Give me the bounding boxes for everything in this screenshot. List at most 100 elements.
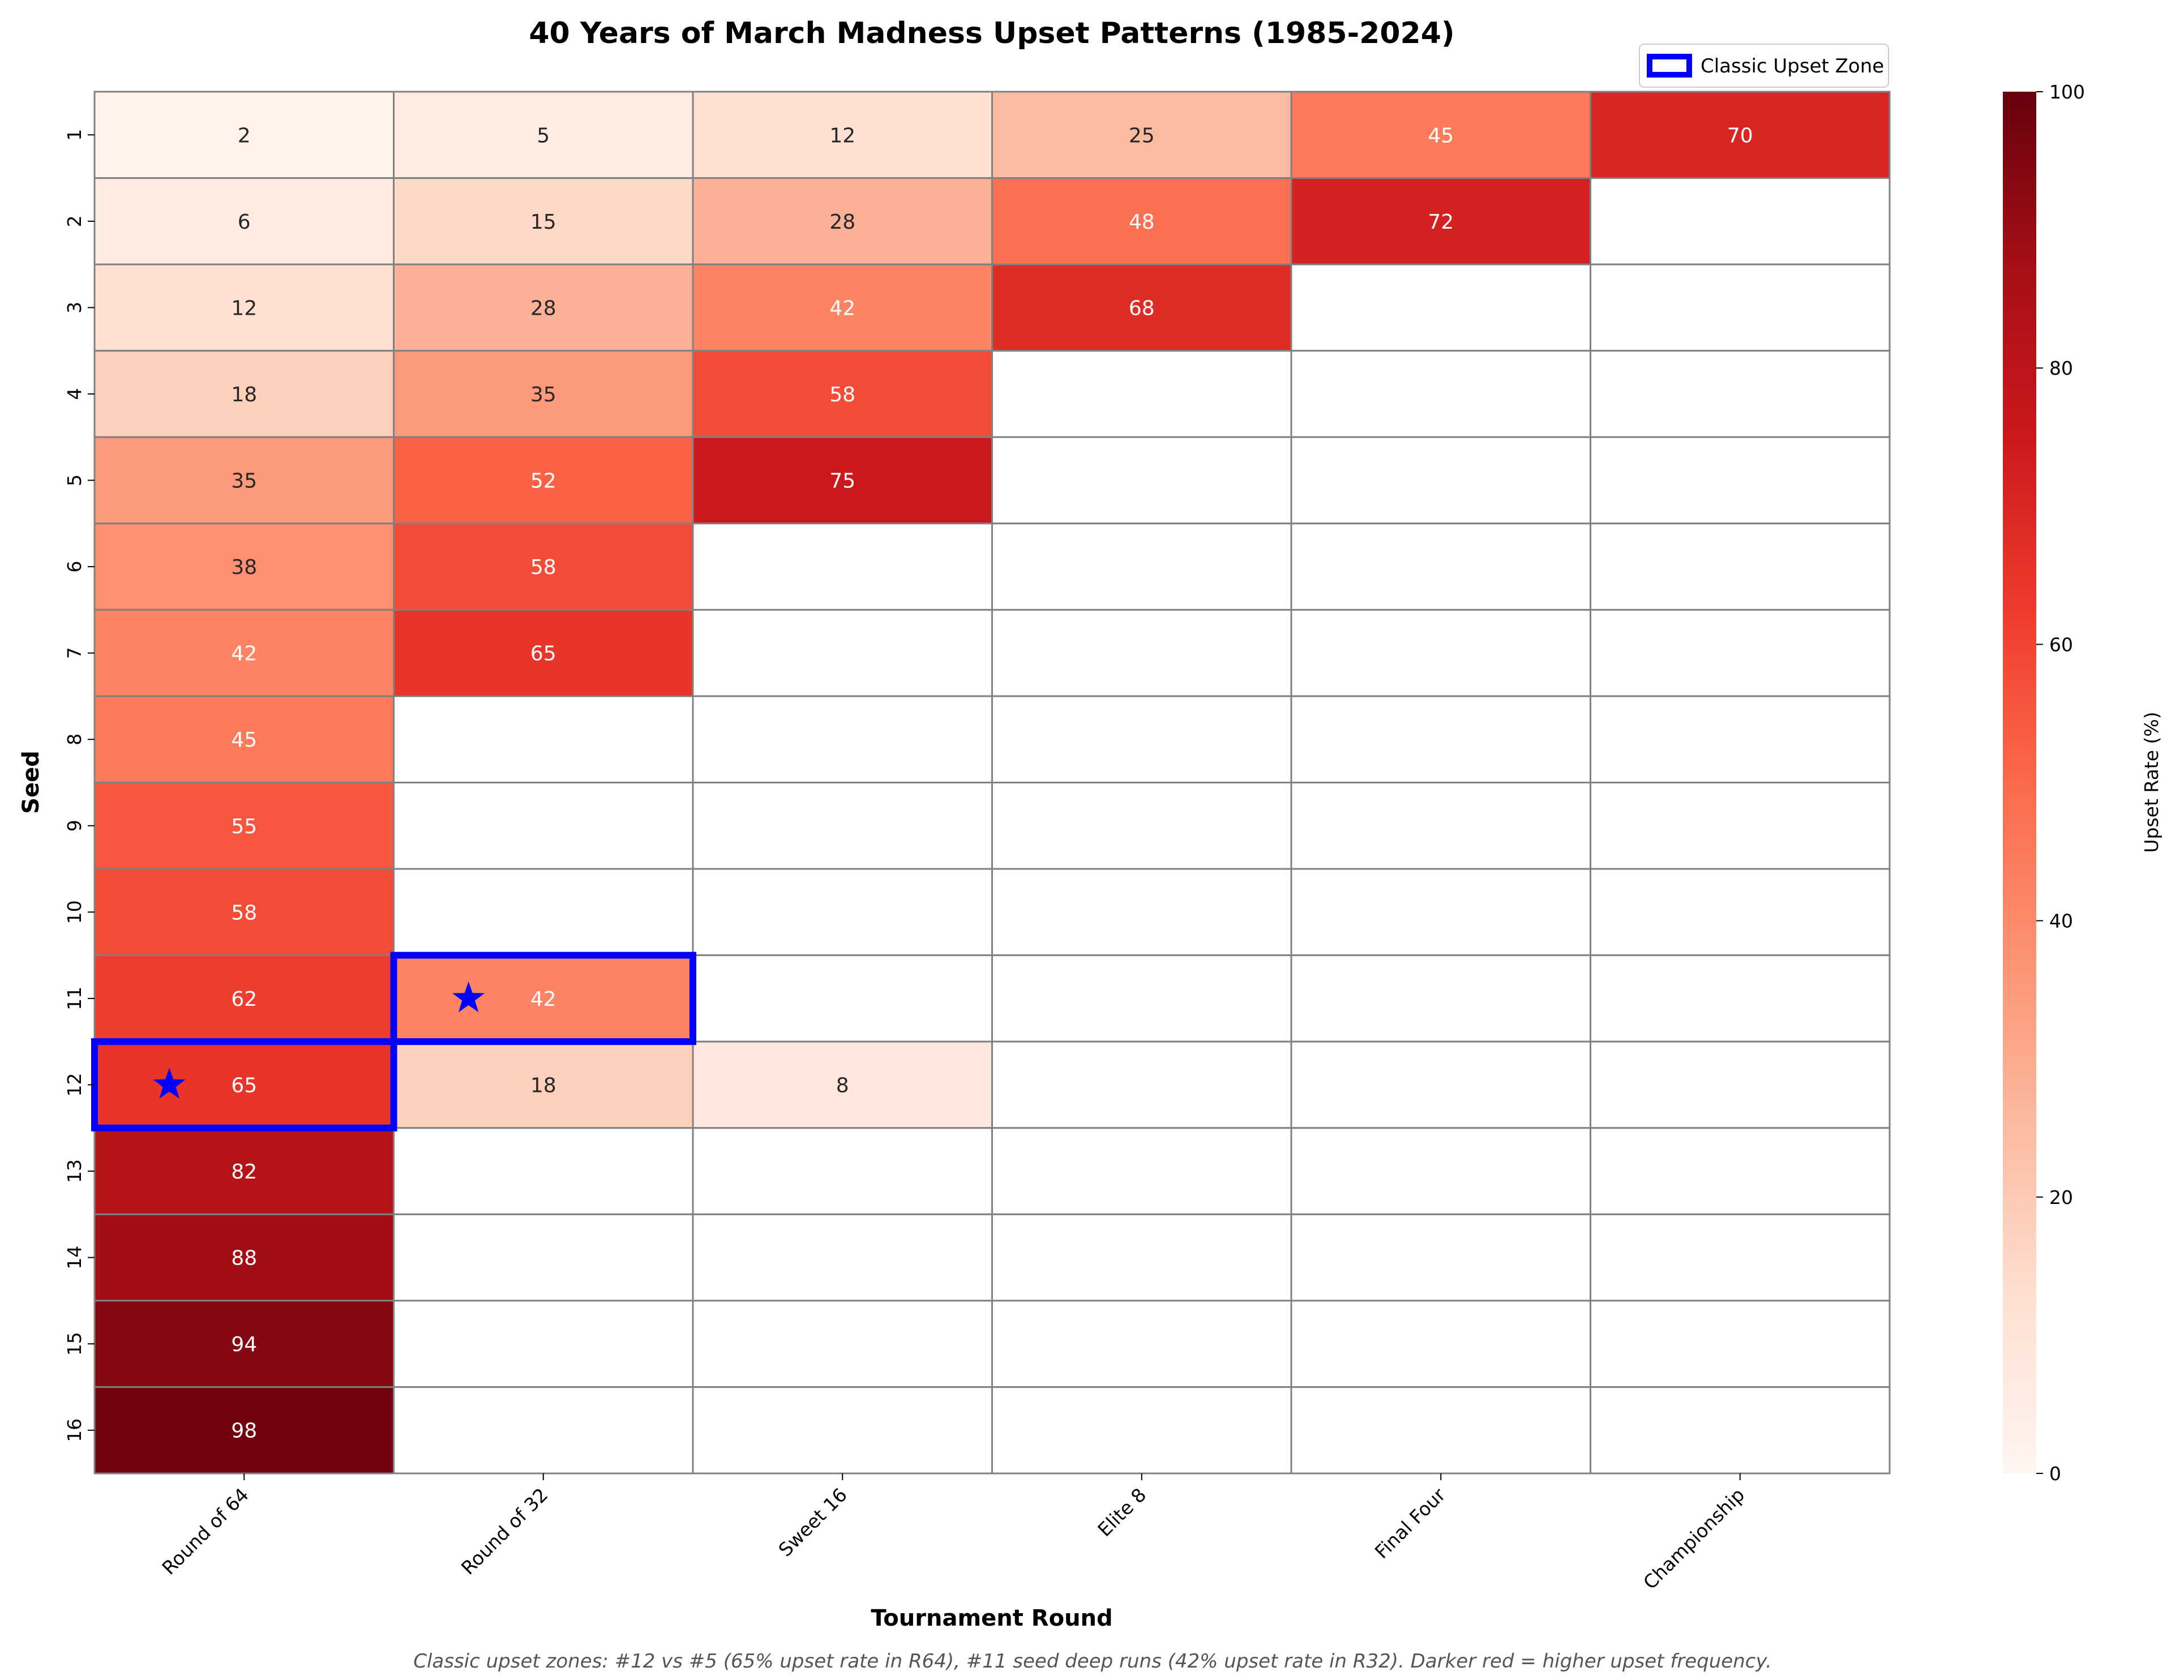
- heatmap-cell: [692, 522, 993, 611]
- colorbar-tick-label: 100: [2049, 81, 2085, 103]
- cell-value-label: 28: [829, 211, 855, 234]
- cell-value-label: 38: [231, 556, 257, 579]
- y-tick-label: 1: [63, 129, 85, 141]
- heatmap-cell: [692, 695, 993, 783]
- heatmap-cell: [692, 782, 993, 870]
- heatmap-cell: [991, 695, 1292, 783]
- cell-value-label: 52: [530, 470, 556, 493]
- heatmap-cell: [991, 522, 1292, 611]
- star-marker: [452, 981, 485, 1013]
- heatmap-cell: [1290, 1040, 1591, 1129]
- x-tick-label: Round of 32: [457, 1484, 552, 1579]
- cell-value-label: 82: [231, 1160, 257, 1184]
- y-tick-label: 14: [63, 1246, 85, 1270]
- heatmap-cell: [991, 954, 1292, 1043]
- cell-value-label: 42: [530, 988, 556, 1011]
- heatmap-cell: [93, 868, 395, 957]
- heatmap-cell: [1290, 868, 1591, 957]
- heatmap-cell: [1590, 695, 1891, 783]
- heatmap-cell: [991, 782, 1292, 870]
- heatmap-cell: [991, 868, 1292, 957]
- cell-value-label: 35: [530, 383, 556, 406]
- heatmap-cell: [1290, 350, 1591, 438]
- heatmap-cell: [1590, 608, 1891, 697]
- heatmap-cell: [393, 522, 694, 611]
- heatmap-cell: [1590, 436, 1891, 525]
- heatmap-cell: [1590, 954, 1891, 1043]
- star-marker: [153, 1068, 186, 1099]
- cell-value-label: 18: [530, 1074, 556, 1097]
- heatmap-cell: [692, 91, 993, 179]
- colorbar-label: Upset Rate (%): [2140, 712, 2162, 852]
- heatmap-cell: [1290, 782, 1591, 870]
- y-tick-label: 16: [63, 1418, 85, 1442]
- cell-value-label: 42: [231, 642, 257, 666]
- heatmap-cell: [1590, 1127, 1891, 1215]
- colorbar-tick-label: 60: [2049, 633, 2073, 655]
- y-tick-label: 11: [63, 987, 85, 1010]
- x-axis-label: Tournament Round: [871, 1605, 1112, 1631]
- heatmap-cell: [692, 1300, 993, 1388]
- cell-value-label: 98: [231, 1420, 257, 1443]
- heatmap-cell: [991, 1040, 1292, 1129]
- cell-value-label: 58: [231, 901, 257, 924]
- heatmap-cell: [991, 1300, 1292, 1388]
- heatmap-cell: [991, 1386, 1292, 1475]
- heatmap-cell: [93, 1386, 395, 1475]
- legend: Classic Upset Zone: [1639, 44, 1889, 88]
- colorbar: [2003, 92, 2036, 1473]
- heatmap-cell: [692, 1127, 993, 1215]
- y-tick-label: 3: [63, 302, 85, 314]
- cell-value-label: 55: [231, 815, 257, 838]
- heatmap-cell: [692, 350, 993, 438]
- heatmap-cell: [1290, 1213, 1591, 1302]
- cell-value-label: 58: [530, 556, 556, 579]
- heatmap-cell: [1290, 1127, 1591, 1215]
- y-tick-label: 15: [63, 1332, 85, 1356]
- cell-value-label: 6: [238, 211, 251, 234]
- cell-value-label: 94: [231, 1333, 257, 1356]
- footnote: Classic upset zones: #12 vs #5 (65% upse…: [413, 1650, 1772, 1673]
- heatmap-cell: [393, 1213, 694, 1302]
- heatmap-cell: [991, 350, 1292, 438]
- x-tick-label: Sweet 16: [774, 1484, 851, 1561]
- y-tick-label: 6: [63, 561, 85, 573]
- heatmap-cell: [1590, 177, 1891, 265]
- legend-box: [1639, 44, 1889, 88]
- y-tick-label: 8: [63, 734, 85, 745]
- heatmap-cell: [991, 91, 1292, 179]
- heatmap-cell: [1590, 350, 1891, 438]
- legend-label: Classic Upset Zone: [1701, 55, 1884, 78]
- cell-value-label: 45: [1428, 124, 1454, 147]
- heatmap-cell: [1290, 522, 1591, 611]
- cell-value-label: 12: [829, 124, 855, 147]
- cell-value-label: 18: [231, 383, 257, 406]
- heatmap-cell: [991, 177, 1292, 265]
- cell-value-label: 2: [238, 124, 251, 147]
- cell-value-label: 5: [537, 124, 550, 147]
- y-tick-label: 4: [63, 388, 85, 400]
- heatmap-cell: [991, 1127, 1292, 1215]
- y-tick-label: 13: [63, 1159, 85, 1183]
- cell-value-label: 68: [1129, 297, 1155, 320]
- y-tick-label: 12: [63, 1073, 85, 1096]
- heatmap-cell: [393, 695, 694, 783]
- heatmap-cell: [93, 436, 395, 525]
- heatmap-cell: [93, 1213, 395, 1302]
- heatmap-cell: [93, 782, 395, 870]
- colorbar-ticks: 0 20 40 60 80 100: [2036, 81, 2085, 1485]
- cell-value-label: 70: [1727, 124, 1753, 147]
- cell-value-label: 48: [1129, 211, 1155, 234]
- heatmap-cell: [692, 868, 993, 957]
- heatmap-cell: [991, 436, 1292, 525]
- cell-value-label: 45: [231, 728, 257, 752]
- x-tick-label: Championship: [1639, 1484, 1749, 1593]
- y-tick-label: 9: [63, 820, 85, 832]
- heatmap-cell: [1290, 954, 1591, 1043]
- heatmap-cell: [1590, 1300, 1891, 1388]
- cell-value-label: 25: [1129, 124, 1155, 147]
- y-tick-label: 2: [63, 215, 85, 227]
- cell-value-label: 62: [231, 988, 257, 1011]
- highlight-box: [390, 952, 696, 1045]
